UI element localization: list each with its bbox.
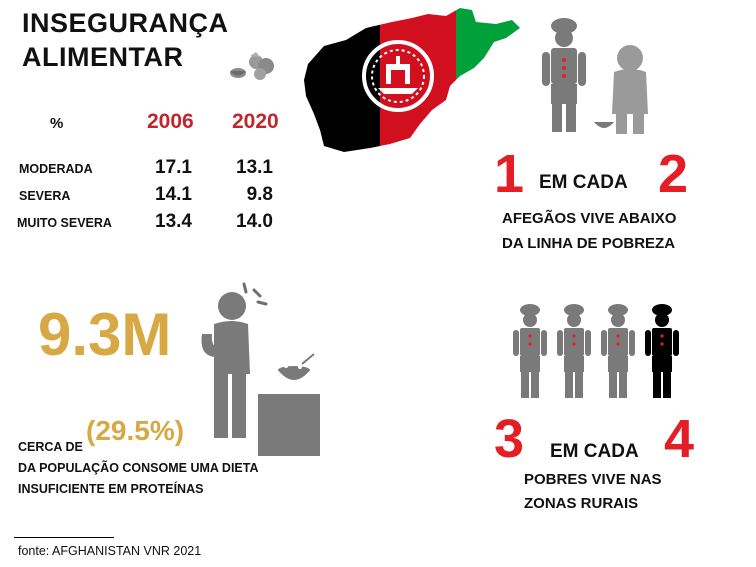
cell-muito-severa-2020: 14.0 (236, 211, 273, 232)
row-label-muito-severa: MUITO SEVERA (17, 216, 112, 230)
protein-big-number: 9.3M (38, 301, 172, 368)
cell-severa-2020: 9.8 (246, 184, 273, 205)
table-unit-header: % (50, 115, 64, 132)
rural-text-line2: ZONAS RURAIS (524, 495, 639, 512)
afghanistan-flag-map-icon (304, 8, 520, 152)
poverty-people-icon (542, 18, 648, 134)
protein-prefix: CERCA DE (18, 440, 83, 454)
protein-percent: (29.5%) (86, 415, 185, 446)
hungry-man-table-icon (201, 282, 320, 456)
poverty-denominator: 2 (658, 144, 689, 204)
rural-people-icon (513, 304, 679, 398)
rural-denominator: 4 (664, 409, 695, 469)
cell-muito-severa-2006: 13.4 (155, 211, 192, 232)
food-hands-icon (230, 52, 274, 80)
cell-severa-2006: 14.1 (155, 184, 192, 205)
title-line2: ALIMENTAR (22, 42, 184, 72)
cell-moderada-2006: 17.1 (155, 157, 192, 178)
poverty-text-line1: AFEGÃOS VIVE ABAIXO (502, 210, 677, 227)
protein-text-line1: DA POPULAÇÃO CONSOME UMA DIETA (18, 461, 259, 475)
poverty-numerator: 1 (494, 144, 525, 204)
title-line1: INSEGURANÇA (22, 8, 229, 38)
row-label-moderada: MODERADA (19, 162, 93, 176)
poverty-text-line2: DA LINHA DE POBREZA (502, 235, 676, 252)
source-text: fonte: AFGHANISTAN VNR 2021 (18, 544, 202, 558)
rural-numerator: 3 (494, 409, 525, 469)
rural-em-cada: EM CADA (550, 441, 639, 462)
protein-text-line2: INSUFICIENTE EM PROTEÍNAS (18, 482, 204, 496)
year-2006-header: 2006 (147, 110, 194, 133)
cell-moderada-2020: 13.1 (236, 157, 273, 178)
rural-text-line1: POBRES VIVE NAS (524, 471, 662, 488)
poverty-em-cada: EM CADA (539, 172, 628, 193)
source-divider (14, 537, 114, 538)
year-2020-header: 2020 (232, 110, 279, 133)
row-label-severa: SEVERA (19, 189, 71, 203)
